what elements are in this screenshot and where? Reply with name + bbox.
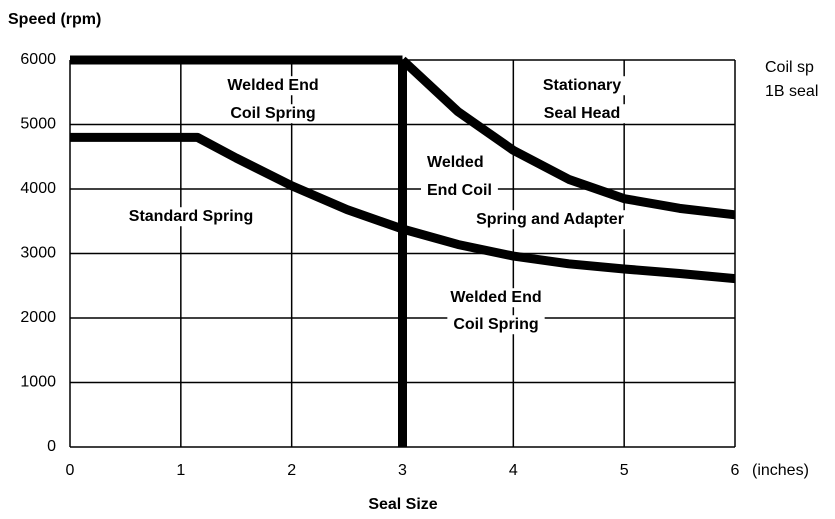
- region-label: End Coil: [427, 182, 492, 199]
- x-tick-label: 4: [509, 462, 518, 479]
- y-tick-label: 3000: [20, 245, 56, 262]
- region-label: Welded End: [227, 77, 318, 94]
- y-tick-label: 5000: [20, 116, 56, 133]
- x-axis-label: Seal Size: [368, 496, 437, 513]
- y-tick-label: 4000: [20, 180, 56, 197]
- x-tick-label: 0: [66, 462, 75, 479]
- y-tick-label: 6000: [20, 51, 56, 68]
- label-background: [221, 76, 325, 96]
- x-tick-label: 5: [620, 462, 629, 479]
- x-tick-label: 6: [731, 462, 740, 479]
- region-label: Standard Spring: [129, 208, 253, 225]
- region-label: Coil Spring: [230, 105, 315, 122]
- region-label: Seal Head: [544, 105, 620, 122]
- label-background: [224, 104, 322, 124]
- region-label: Welded: [427, 154, 484, 171]
- x-tick-label: 1: [176, 462, 185, 479]
- side-note: 1B seal: [765, 83, 818, 100]
- region-label: Stationary: [543, 77, 621, 94]
- label-background: [122, 207, 260, 227]
- label-background: [537, 104, 627, 124]
- label-background: [421, 181, 498, 201]
- x-unit: (inches): [752, 462, 809, 479]
- label-background: [447, 315, 545, 335]
- label-background: [421, 153, 490, 173]
- label-background: [470, 210, 630, 230]
- boundary-line: [399, 56, 736, 220]
- region-label: Coil Spring: [453, 316, 538, 333]
- boundary-line: [70, 132, 736, 284]
- y-axis-label: Speed (rpm): [8, 11, 101, 28]
- y-tick-label: 2000: [20, 309, 56, 326]
- y-tick-label: 0: [47, 438, 56, 455]
- region-label: Welded End: [450, 289, 541, 306]
- label-background: [444, 288, 548, 308]
- x-tick-label: 2: [287, 462, 296, 479]
- region-label: Spring and Adapter: [476, 211, 624, 228]
- x-tick-label: 3: [398, 462, 407, 479]
- side-note: Coil sp: [765, 59, 814, 76]
- y-tick-label: 1000: [20, 374, 56, 391]
- label-background: [536, 76, 628, 96]
